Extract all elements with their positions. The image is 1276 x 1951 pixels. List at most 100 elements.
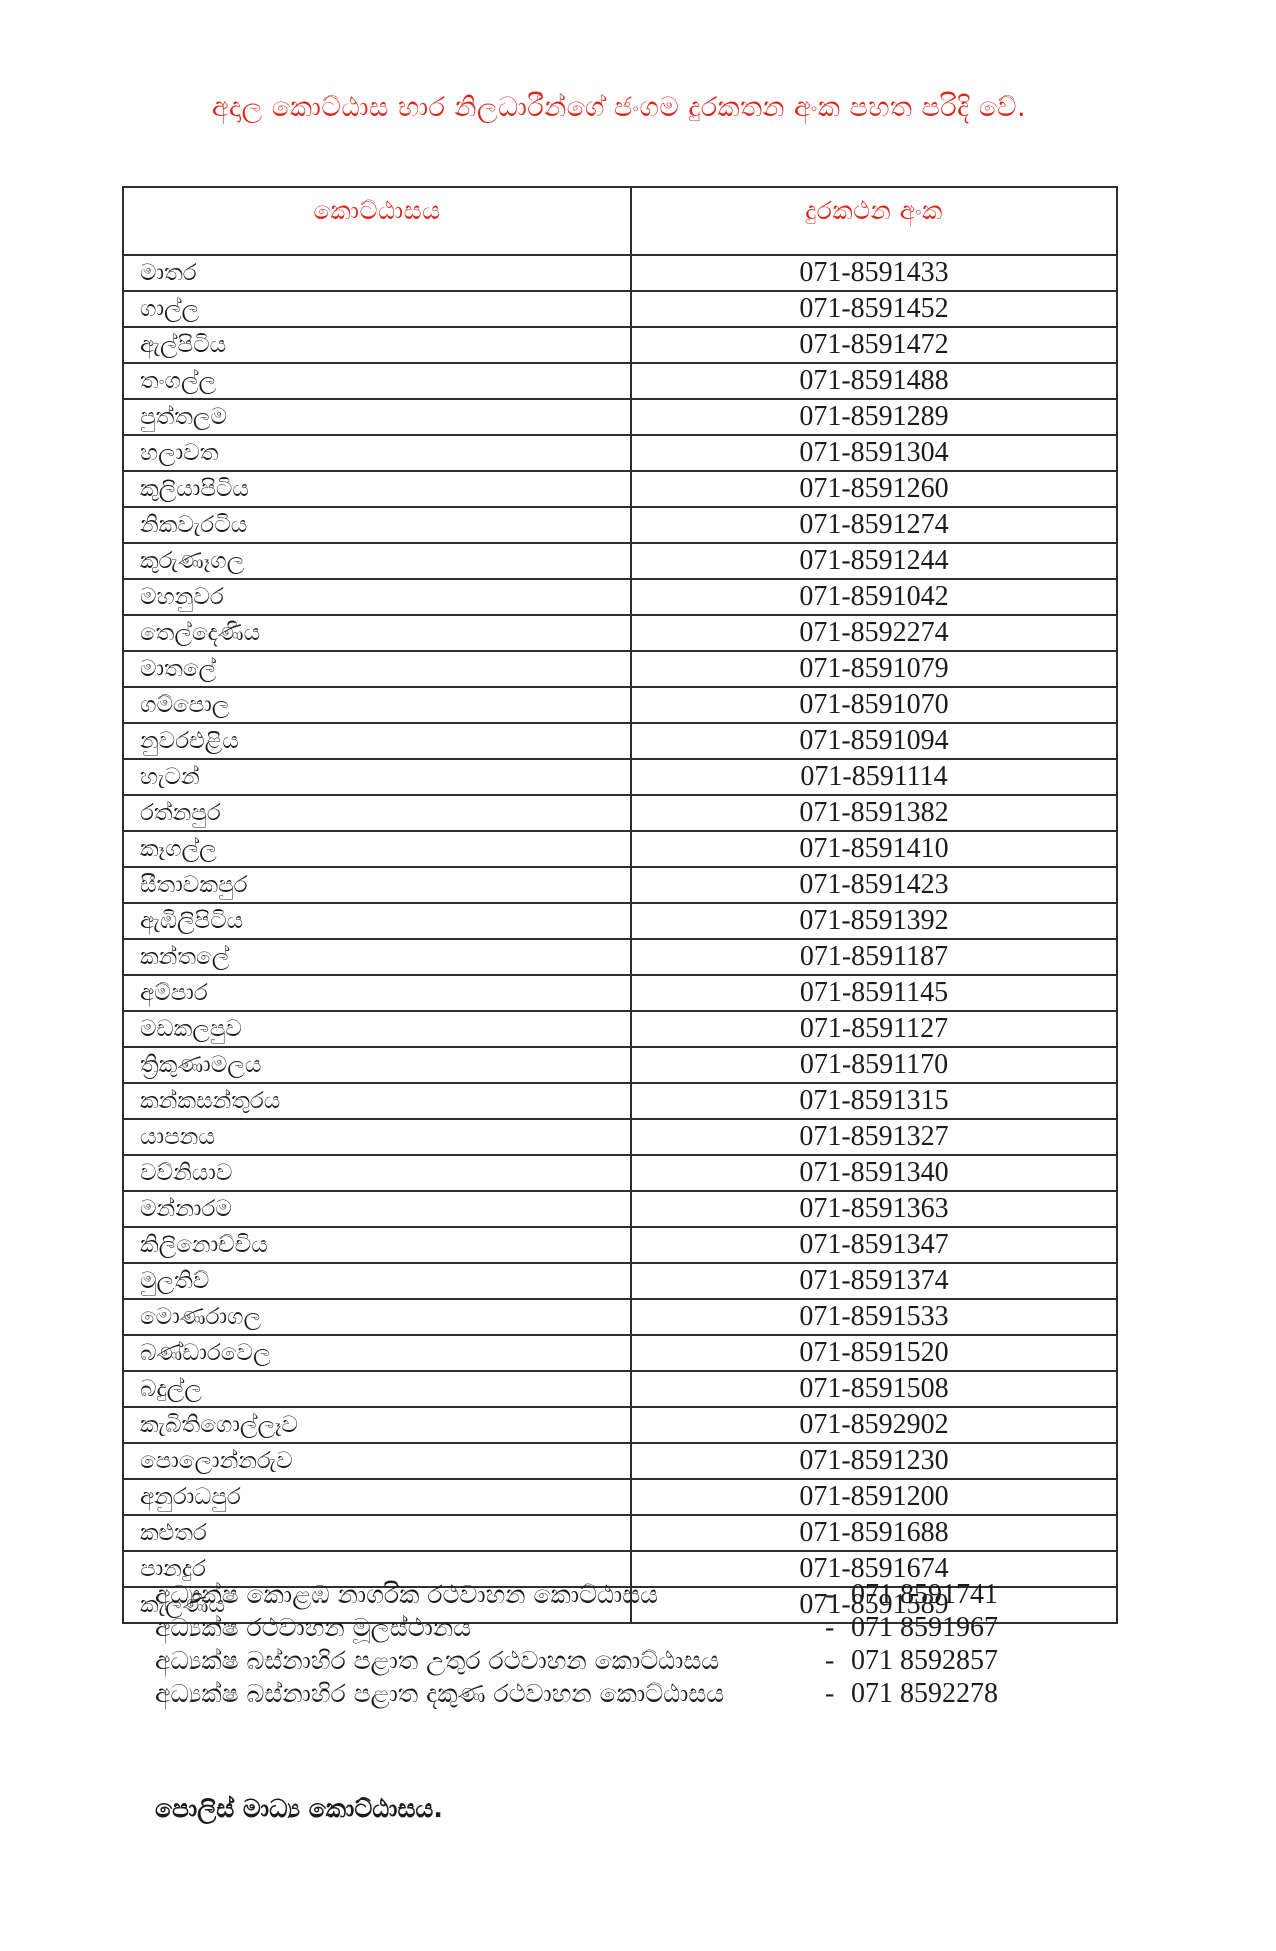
table-row: වව්නියාව 071-8591340: [122, 1154, 1118, 1192]
division-cell: ගම්පොල: [122, 686, 632, 724]
table-row: ගාල්ල 071-8591452: [122, 290, 1118, 328]
director-phone: 071 8591741: [851, 1578, 998, 1610]
director-phone: 071 8591967: [851, 1611, 998, 1643]
division-cell: මොණරාගල: [122, 1298, 632, 1336]
division-cell: වව්නියාව: [122, 1154, 632, 1192]
division-cell: මාතර: [122, 254, 632, 292]
division-cell: කැබිතිගොල්ලෑව: [122, 1406, 632, 1444]
phone-cell: 071-8591244: [630, 542, 1118, 580]
phone-cell: 071-8591452: [630, 290, 1118, 328]
division-cell: කුලියාපිටිය: [122, 470, 632, 508]
table-row: ඇල්පිටිය 071-8591472: [122, 326, 1118, 364]
division-cell: යාපනය: [122, 1118, 632, 1156]
division-cell: කිලිනොච්චිය: [122, 1226, 632, 1264]
director-row: අධ්‍යක්ෂ කොළඹ නාගරික රථවාහන කොට්ඨාසය -071…: [155, 1578, 1155, 1611]
table-row: මඩකලපුව 071-8591127: [122, 1010, 1118, 1048]
column-header-phone: දුරකථන අංක: [630, 186, 1118, 256]
division-cell: ඇල්පිටිය: [122, 326, 632, 364]
division-cell: මහනුවර: [122, 578, 632, 616]
division-cell: තංගල්ල: [122, 362, 632, 400]
division-cell: සීතාවකපුර: [122, 866, 632, 904]
phone-cell: 071-8591472: [630, 326, 1118, 364]
table-row: හැටන් 071-8591114: [122, 758, 1118, 796]
phone-cell: 071-8591230: [630, 1442, 1118, 1480]
table-row: කිලිනොච්චිය 071-8591347: [122, 1226, 1118, 1264]
division-cell: කළුතර: [122, 1514, 632, 1552]
division-cell: බදුල්ල: [122, 1370, 632, 1408]
table-row: ත්‍රිකුණාමලය 071-8591170: [122, 1046, 1118, 1084]
phone-cell: 071-8591304: [630, 434, 1118, 472]
table-row: පොලොන්නරුව 071-8591230: [122, 1442, 1118, 1480]
division-cell: කන්තලේ: [122, 938, 632, 976]
phone-cell: 071-8591127: [630, 1010, 1118, 1048]
table-row: මුලතිව් 071-8591374: [122, 1262, 1118, 1300]
director-label: අධ්‍යක්ෂ බස්නාහිර පළාත උතුර රථවාහන කොට්ඨ…: [155, 1645, 720, 1675]
table-row: අම්පාර 071-8591145: [122, 974, 1118, 1012]
division-cell: කෑගල්ල: [122, 830, 632, 868]
division-cell: ත්‍රිකුණාමලය: [122, 1046, 632, 1084]
dash-separator: -: [825, 1611, 835, 1643]
phone-cell: 071-8591327: [630, 1118, 1118, 1156]
division-cell: තෙල්දෙණිය: [122, 614, 632, 652]
dash-separator: -: [825, 1677, 835, 1709]
division-cell: කැලණිය: [122, 1586, 632, 1624]
director-label: අධ්‍යක්ෂ කොළඹ නාගරික රථවාහන කොට්ඨාසය: [155, 1579, 659, 1609]
director-row: අධ්‍යක්ෂ බස්නාහිර පළාත දකුණ රථවාහන කොට්ඨ…: [155, 1677, 1155, 1710]
phone-cell: 071-8591363: [630, 1190, 1118, 1228]
division-cell: පුත්තලම: [122, 398, 632, 436]
director-phone: 071 8592278: [851, 1677, 998, 1709]
division-cell: මඩකලපුව: [122, 1010, 632, 1048]
table-body: මාතර 071-8591433 ගාල්ල 071-8591452 ඇල්පිටිය 0…: [122, 254, 1118, 1624]
table-row: කළුතර 071-8591688: [122, 1514, 1118, 1552]
table-header-row: කොට්ඨාසය දුරකථන අංක: [122, 186, 1118, 256]
phone-cell: 071-8591070: [630, 686, 1118, 724]
column-header-division: කොට්ඨාසය: [122, 186, 632, 256]
table-row: හලාවත 071-8591304: [122, 434, 1118, 472]
table-row: කන්කසන්තුරය 071-8591315: [122, 1082, 1118, 1120]
table-row: ගම්පොල 071-8591070: [122, 686, 1118, 724]
phone-cell: 071-8592274: [630, 614, 1118, 652]
table-row: රත්නපුර 071-8591382: [122, 794, 1118, 832]
phone-cell: 071-8592902: [630, 1406, 1118, 1444]
table-row: කුලියාපිටිය 071-8591260: [122, 470, 1118, 508]
phone-cell: 071-8591520: [630, 1334, 1118, 1372]
table-row: අනුරාධපුර 071-8591200: [122, 1478, 1118, 1516]
table-row: මන්නාරම 071-8591363: [122, 1190, 1118, 1228]
phone-cell: 071-8591170: [630, 1046, 1118, 1084]
phone-cell: 071-8591094: [630, 722, 1118, 760]
phone-cell: 071-8591488: [630, 362, 1118, 400]
table-row: පානදුර 071-8591674: [122, 1550, 1118, 1588]
division-cell: ඇඹිලිපිටිය: [122, 902, 632, 940]
division-cell: කුරුණෑගල: [122, 542, 632, 580]
phone-cell: 071-8591145: [630, 974, 1118, 1012]
phone-cell: 071-8591347: [630, 1226, 1118, 1264]
director-row: අධ්‍යක්ෂ රථවාහන මූලස්ථානය -071 8591967: [155, 1611, 1155, 1644]
phone-cell: 071-8591423: [630, 866, 1118, 904]
division-cell: බණ්ඩාරවෙල: [122, 1334, 632, 1372]
phone-cell: 071-8591433: [630, 254, 1118, 292]
phone-cell: 071-8591392: [630, 902, 1118, 940]
division-cell: රත්නපුර: [122, 794, 632, 832]
phone-cell: 071-8591508: [630, 1370, 1118, 1408]
division-phone-table: කොට්ඨාසය දුරකථන අංක මාතර 071-8591433 ගාල්ල…: [122, 186, 1118, 1624]
division-cell: මුලතිව්: [122, 1262, 632, 1300]
division-cell: ගාල්ල: [122, 290, 632, 328]
table-row: පුත්තලම 071-8591289: [122, 398, 1118, 436]
phone-cell: 071-8591382: [630, 794, 1118, 832]
table-row: ඇඹිලිපිටිය 071-8591392: [122, 902, 1118, 940]
phone-cell: 071-8591114: [630, 758, 1118, 796]
table-row: සීතාවකපුර 071-8591423: [122, 866, 1118, 904]
table-row: මහනුවර 071-8591042: [122, 578, 1118, 616]
table-row: නිකවැරටිය 071-8591274: [122, 506, 1118, 544]
table-row: කැබිතිගොල්ලෑව 071-8592902: [122, 1406, 1118, 1444]
phone-cell: 071-8591079: [630, 650, 1118, 688]
division-cell: හලාවත: [122, 434, 632, 472]
phone-cell: 071-8591274: [630, 506, 1118, 544]
division-cell: නුවරඑළිය: [122, 722, 632, 760]
page-title: අදාල කොට්ඨාස භාර නිලධාරීන්ගේ ජංගම දුරකතන…: [211, 92, 1027, 123]
division-cell: මාතලේ: [122, 650, 632, 688]
table-row: තංගල්ල 071-8591488: [122, 362, 1118, 400]
table-row: බණ්ඩාරවෙල 071-8591520: [122, 1334, 1118, 1372]
directors-list: අධ්‍යක්ෂ කොළඹ නාගරික රථවාහන කොට්ඨාසය -071…: [155, 1578, 1155, 1710]
